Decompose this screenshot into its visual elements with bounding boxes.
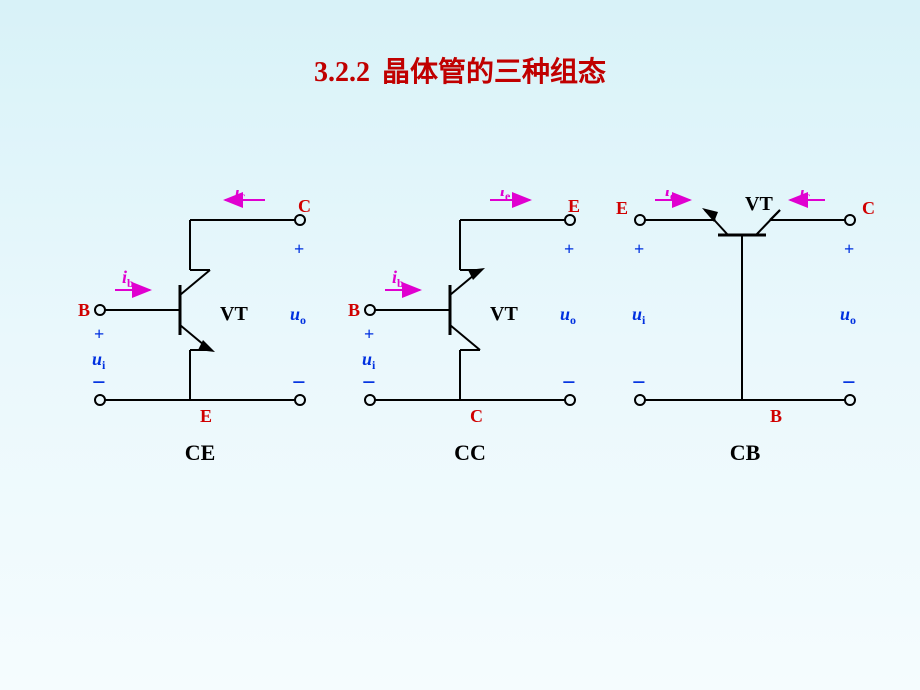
terminal-e-label: E [568,196,580,216]
svg-text:+: + [364,324,374,344]
svg-text:−: − [92,370,106,396]
current-ib-label: ib [122,267,134,290]
circuit-ce: B C E ib ic VT + ui − + uo − CE [78,190,311,465]
svg-text:−: − [842,370,856,396]
page-title: 3.2.2 晶体管的三种组态 [0,0,920,90]
terminal-b-label: B [770,406,782,426]
current-ic-label: ic [235,190,246,203]
current-ie-label: ie [665,190,676,203]
vt-label: VT [745,193,773,215]
circuit-cb: E C B ie ic VT + ui − + uo − CB [616,190,875,465]
svg-text:−: − [292,370,306,396]
svg-text:+: + [634,239,644,259]
terminal-b-label: B [78,300,90,320]
config-label-ce: CE [185,440,216,465]
terminal-e-label: E [616,198,628,218]
svg-text:+: + [844,239,854,259]
current-ic-label: ic [800,190,811,203]
voltage-uo-label: uo [560,304,576,327]
current-ie-label: ie [500,190,511,203]
voltage-ui-label: ui [362,349,376,372]
vt-label: VT [490,303,518,325]
current-ib-label: ib [392,267,404,290]
title-number: 3.2.2 [314,57,370,88]
voltage-ui-label: ui [632,304,646,327]
svg-text:+: + [564,239,574,259]
svg-text:+: + [94,324,104,344]
config-label-cb: CB [730,440,761,465]
svg-text:+: + [294,239,304,259]
terminal-c-label: C [862,198,875,218]
voltage-uo-label: uo [290,304,306,327]
title-text: 晶体管的三种组态 [382,57,606,88]
vt-label: VT [220,303,248,325]
terminal-c-label: C [298,196,311,216]
terminal-e-label: E [200,406,212,426]
voltage-ui-label: ui [92,349,106,372]
config-label-cc: CC [454,440,486,465]
svg-text:−: − [562,370,576,396]
voltage-uo-label: uo [840,304,856,327]
terminal-b-label: B [348,300,360,320]
svg-text:−: − [632,370,646,396]
diagram-row: B C E ib ic VT + ui − + uo − CE B E C ib… [0,190,920,510]
circuit-cc: B E C ib ie VT + ui − + uo − CC [348,190,580,465]
svg-text:−: − [362,370,376,396]
terminal-c-label: C [470,406,483,426]
